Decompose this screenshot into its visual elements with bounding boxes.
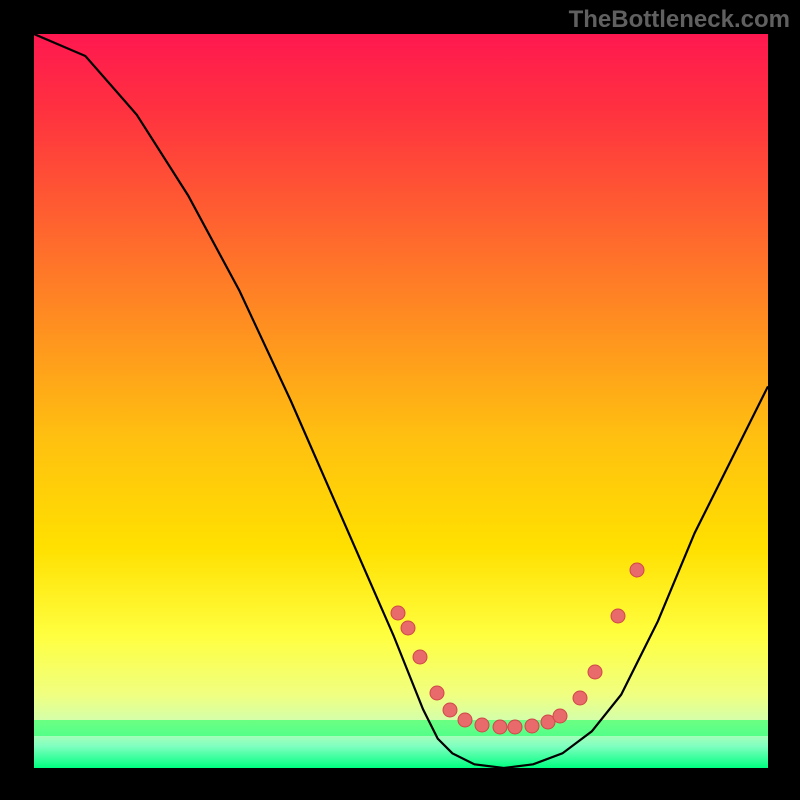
chart-container: TheBottleneck.com (0, 0, 800, 800)
gradient-background (34, 34, 768, 768)
watermark-text: TheBottleneck.com (569, 6, 790, 34)
plot-area (34, 34, 768, 768)
